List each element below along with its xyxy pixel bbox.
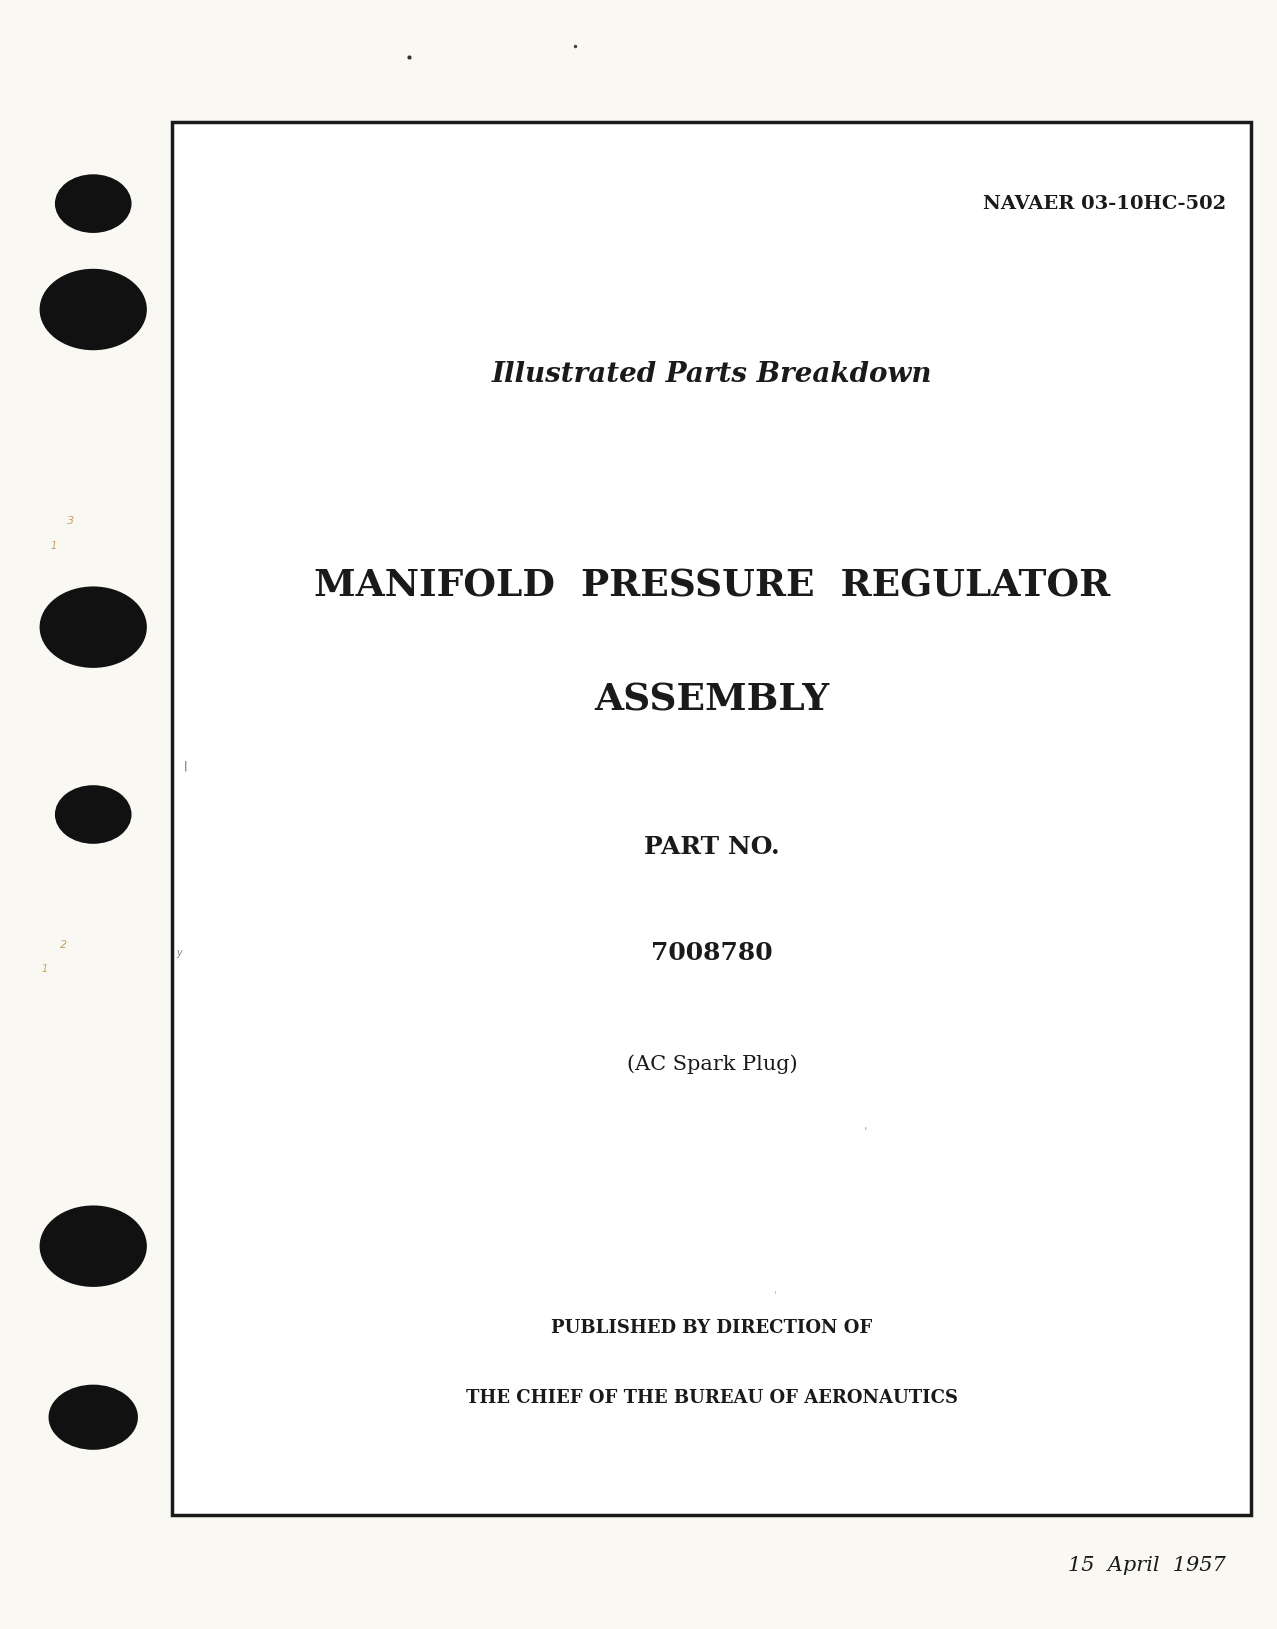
Ellipse shape	[55, 174, 132, 233]
Ellipse shape	[40, 1205, 147, 1287]
Text: 3: 3	[66, 516, 74, 526]
Text: y: y	[176, 948, 181, 958]
Text: MANIFOLD  PRESSURE  REGULATOR: MANIFOLD PRESSURE REGULATOR	[314, 569, 1110, 604]
Text: ASSEMBLY: ASSEMBLY	[594, 683, 830, 718]
Text: PART NO.: PART NO.	[644, 836, 780, 858]
Ellipse shape	[40, 269, 147, 350]
Text: PUBLISHED BY DIRECTION OF: PUBLISHED BY DIRECTION OF	[552, 1318, 872, 1337]
Text: ': '	[774, 1290, 778, 1300]
Text: Illustrated Parts Breakdown: Illustrated Parts Breakdown	[492, 362, 932, 388]
Text: 7008780: 7008780	[651, 942, 773, 964]
Text: 2: 2	[60, 940, 68, 950]
Ellipse shape	[40, 586, 147, 668]
Ellipse shape	[55, 785, 132, 844]
Text: (AC Spark Plug): (AC Spark Plug)	[627, 1054, 797, 1074]
Ellipse shape	[49, 1385, 138, 1450]
Text: 1: 1	[42, 964, 47, 974]
Text: ': '	[863, 1126, 867, 1139]
Text: 15  April  1957: 15 April 1957	[1068, 1556, 1226, 1575]
Text: THE CHIEF OF THE BUREAU OF AERONAUTICS: THE CHIEF OF THE BUREAU OF AERONAUTICS	[466, 1388, 958, 1407]
Bar	[172, 122, 1251, 1515]
Text: |: |	[184, 761, 186, 771]
Text: NAVAER 03-10HC-502: NAVAER 03-10HC-502	[983, 195, 1226, 213]
Text: 1: 1	[51, 541, 56, 551]
